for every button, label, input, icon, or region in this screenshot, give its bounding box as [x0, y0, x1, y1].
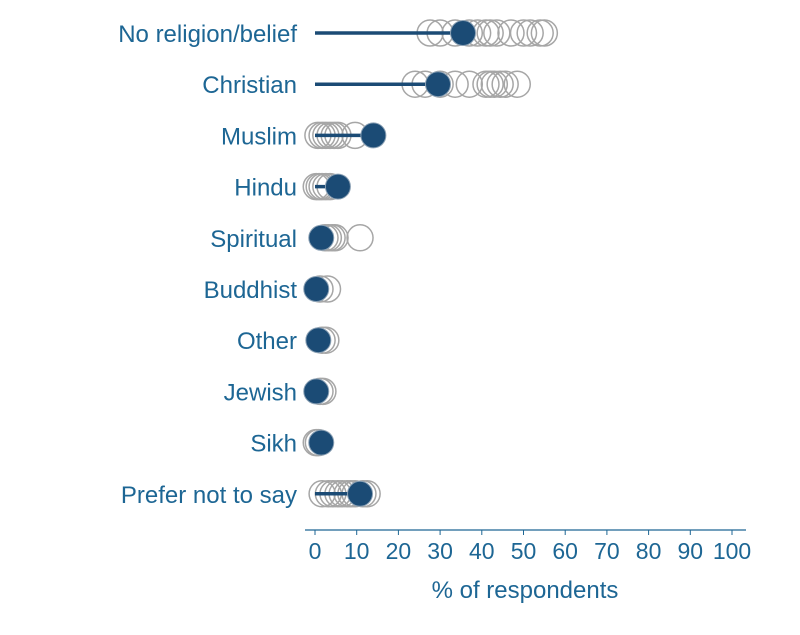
x-axis-label: % of respondents: [432, 577, 619, 604]
category-row: Hindu: [234, 172, 351, 202]
category-row: Christian: [202, 70, 531, 99]
x-tick-label: 0: [309, 538, 322, 564]
x-tick-label: 10: [344, 538, 370, 564]
x-tick-label: 60: [552, 538, 578, 564]
category-row: Muslim: [221, 121, 387, 150]
other-point: [503, 70, 531, 98]
other-point: [476, 19, 504, 47]
other-point: [455, 70, 484, 98]
category-label: Buddhist: [204, 277, 298, 304]
x-tick-label: 20: [386, 538, 412, 564]
category-row: Jewish: [224, 377, 337, 406]
x-tick-label: 50: [511, 538, 537, 564]
other-point: [530, 19, 559, 47]
highlight-point: [303, 378, 330, 405]
other-point: [516, 19, 544, 47]
x-tick-label: 90: [678, 538, 704, 564]
category-label: Christian: [202, 72, 297, 99]
highlight-point: [450, 20, 477, 46]
x-tick-label: 30: [427, 538, 453, 564]
category-label: Sikh: [250, 431, 297, 458]
highlight-point: [303, 276, 330, 302]
category-label: No religion/belief: [118, 21, 297, 48]
category-row: Other: [237, 326, 340, 355]
highlight-point: [324, 173, 351, 200]
category-label: Spiritual: [210, 226, 297, 253]
category-label: Muslim: [221, 123, 297, 150]
highlight-point: [347, 480, 374, 507]
category-label: Prefer not to say: [121, 482, 297, 509]
category-row: Sikh: [250, 428, 335, 458]
category-row: Buddhist: [204, 275, 342, 304]
other-point: [497, 19, 525, 47]
category-row: Prefer not to say: [121, 480, 381, 509]
category-label: Other: [237, 328, 297, 355]
category-label: Jewish: [224, 379, 297, 406]
x-tick-label: 80: [636, 538, 662, 564]
other-point: [483, 19, 511, 47]
highlight-point: [305, 327, 332, 354]
x-tick-label: 40: [469, 538, 495, 564]
category-row: No religion/belief: [118, 19, 559, 48]
other-point: [509, 19, 538, 47]
highlight-point: [360, 122, 387, 149]
category-label: Hindu: [234, 175, 297, 202]
category-row: Spiritual: [210, 224, 374, 253]
other-point: [491, 70, 519, 98]
x-tick-label: 70: [594, 538, 620, 564]
other-point: [480, 70, 509, 98]
other-point: [346, 224, 374, 252]
highlight-point: [425, 71, 452, 98]
highlight-point: [308, 429, 335, 456]
highlight-point: [308, 224, 335, 251]
x-tick-label: 100: [713, 538, 751, 564]
other-point: [486, 70, 514, 98]
